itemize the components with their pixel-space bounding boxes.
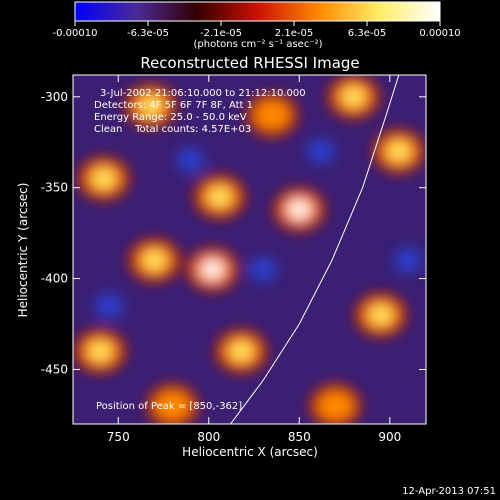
colorbar: -0.00010 -6.3e-05 -2.1e-05 2.1e-05 6.3e-05 0.…	[53, 1, 461, 50]
bright-source-core	[370, 305, 391, 324]
bright-source-core	[289, 200, 310, 219]
annotation-time-range: 3-Jul-2002 21:06:10.000 to 21:12:10.000	[100, 88, 306, 99]
dark-source	[307, 139, 336, 164]
bright-source-core	[343, 87, 364, 106]
bright-source-core	[388, 142, 409, 161]
axis-ticks: 750 800 850 900 -300 -350 -400 -450	[41, 75, 426, 444]
y-tick-label: -350	[41, 181, 68, 195]
colorbar-unit-label: (photons cm⁻² s⁻¹ asec⁻²)	[193, 39, 322, 50]
colorbar-tick-label: -0.00010	[53, 28, 98, 39]
annotation-detectors: Detectors: 4F 5F 6F 7F 8F, Att 1	[94, 100, 253, 111]
plot-frame	[72, 74, 427, 425]
colorbar-tick-label: 0.00010	[419, 28, 460, 39]
y-tick-label: -300	[41, 90, 68, 104]
bright-source-core	[140, 96, 161, 115]
colorbar-strip	[74, 1, 441, 22]
image-blobs	[74, 75, 425, 424]
annotation-energy-range: Energy Range: 25.0 - 50.0 keV	[94, 112, 247, 123]
plot-area: 750 800 850 900 -300 -350 -400 -450	[41, 74, 427, 444]
bright-source-core	[231, 342, 252, 361]
y-tick-label: -450	[41, 362, 68, 376]
bright-source-core	[90, 342, 111, 361]
annotations: 3-Jul-2002 21:06:10.000 to 21:12:10.000 …	[94, 88, 306, 412]
dark-source	[249, 257, 278, 282]
x-tick-label: 750	[107, 430, 130, 444]
colorbar-tick-label: 2.1e-05	[275, 28, 313, 39]
y-axis-label: Heliocentric Y (arcsec)	[16, 183, 30, 318]
bright-source-core	[262, 105, 283, 124]
colorbar-tick-label: -6.3e-05	[127, 28, 169, 39]
dark-source	[95, 293, 124, 318]
bright-source-core	[162, 396, 183, 415]
colorbar-ticks: -0.00010 -6.3e-05 -2.1e-05 2.1e-05 6.3e-05 0.…	[53, 21, 461, 39]
colorbar-tick-label: 6.3e-05	[348, 28, 386, 39]
annotation-peak-position: Position of Peak = [850,-362]	[96, 401, 242, 412]
solar-limb-curve	[230, 75, 400, 424]
x-axis-label: Heliocentric X (arcsec)	[182, 445, 318, 459]
bright-source-core	[202, 260, 223, 279]
colorbar-tick-label: -2.1e-05	[200, 28, 242, 39]
y-tick-label: -400	[41, 272, 68, 286]
bright-source-core	[93, 169, 114, 188]
dark-source	[176, 148, 205, 173]
bright-source-core	[325, 396, 346, 415]
dark-source	[393, 248, 422, 273]
chart-title: Reconstructed RHESSI Image	[140, 54, 359, 72]
x-tick-label: 900	[378, 430, 401, 444]
x-tick-label: 800	[197, 430, 220, 444]
bright-source-core	[209, 187, 230, 206]
bright-source-core	[144, 251, 165, 270]
x-tick-label: 850	[288, 430, 311, 444]
footer-timestamp: 12-Apr-2013 07:51	[402, 486, 496, 497]
annotation-clean-counts: Clean Total counts: 4.57E+03	[94, 124, 251, 135]
